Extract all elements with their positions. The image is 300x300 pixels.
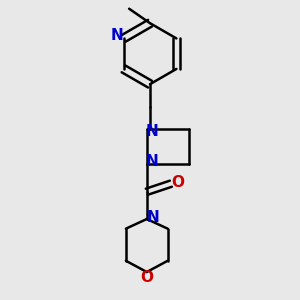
Text: N: N: [147, 210, 160, 225]
Text: O: O: [171, 175, 184, 190]
Text: N: N: [110, 28, 123, 44]
Text: N: N: [145, 124, 158, 139]
Text: O: O: [140, 270, 153, 285]
Text: N: N: [145, 154, 158, 169]
